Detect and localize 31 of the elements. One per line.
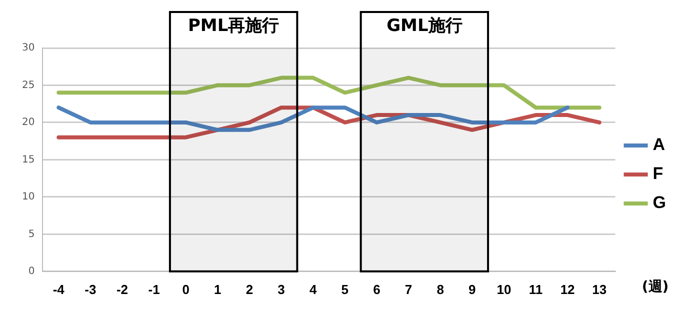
x-tick-label: -2 <box>116 282 128 297</box>
x-tick-label: 1 <box>214 282 222 297</box>
x-tick-label: 4 <box>309 282 318 297</box>
x-tick-label: 10 <box>496 282 512 297</box>
y-tick-label: 25 <box>22 80 35 91</box>
y-tick-label: 20 <box>22 117 35 128</box>
legend-label: G <box>652 193 666 212</box>
x-tick-label: 13 <box>592 282 607 297</box>
x-tick-label: 9 <box>468 282 476 297</box>
x-tick-label: -3 <box>84 282 96 297</box>
y-tick-label: 10 <box>22 192 35 203</box>
x-axis-title: (週) <box>642 279 669 296</box>
x-tick-label: 11 <box>528 282 543 297</box>
x-tick-label: 5 <box>341 282 349 297</box>
y-tick-label: 0 <box>28 266 35 277</box>
legend-label: F <box>652 164 664 184</box>
y-tick-label: 15 <box>22 154 35 166</box>
band-label: PML再施行 <box>188 16 280 36</box>
x-tick-label: 0 <box>182 282 190 297</box>
x-tick-label: 2 <box>246 282 254 297</box>
x-tick-label: -1 <box>148 282 160 297</box>
legend-label: A <box>652 135 666 154</box>
y-tick-label: 5 <box>28 228 35 240</box>
x-tick-label: -4 <box>52 282 66 297</box>
x-tick-label: 3 <box>278 282 285 297</box>
y-tick-label: 30 <box>22 42 35 54</box>
band-label: GML施行 <box>386 16 462 36</box>
x-tick-label: 12 <box>560 282 575 297</box>
x-tick-label: 6 <box>373 282 380 297</box>
x-tick-label: 8 <box>436 282 444 297</box>
x-tick-label: 7 <box>404 282 412 297</box>
